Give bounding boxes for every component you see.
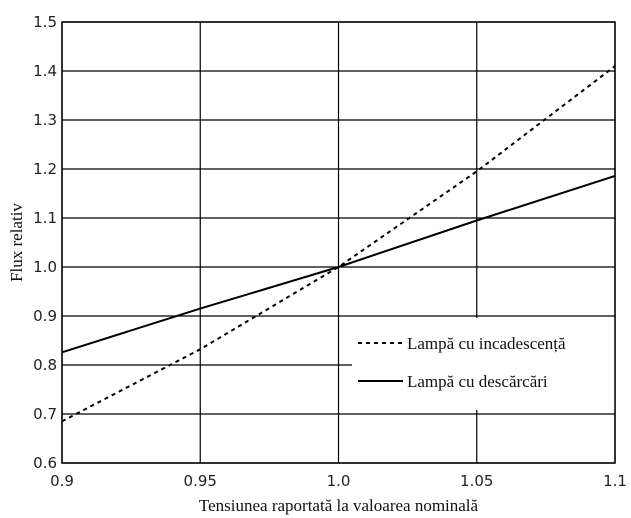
y-tick-label: 1.2 bbox=[33, 160, 57, 178]
y-tick-label: 0.7 bbox=[33, 405, 57, 423]
x-tick-label: 0.95 bbox=[184, 472, 217, 490]
y-tick-label: 1.1 bbox=[33, 209, 57, 227]
legend-label-incandescent: Lampă cu incadescență bbox=[407, 334, 566, 353]
x-axis-label: Tensiunea raportată la valoarea nominală bbox=[199, 496, 479, 515]
legend: Lampă cu incadescență Lampă cu descărcăr… bbox=[358, 334, 566, 391]
y-tick-label: 0.8 bbox=[33, 356, 57, 374]
legend-label-discharge: Lampă cu descărcări bbox=[407, 372, 548, 391]
series-line-1 bbox=[61, 174, 616, 354]
y-tick-label: 1.4 bbox=[33, 62, 57, 80]
y-tick-label: 1.0 bbox=[33, 258, 57, 276]
y-tick-label: 1.5 bbox=[33, 13, 57, 31]
series-lines bbox=[61, 65, 616, 423]
x-tick-label: 1.0 bbox=[327, 472, 351, 490]
y-tick-label: 1.3 bbox=[33, 111, 57, 129]
y-axis-label: Flux relativ bbox=[7, 203, 26, 282]
plot-frame bbox=[61, 21, 616, 464]
x-tick-label: 1.05 bbox=[460, 472, 493, 490]
legend-box bbox=[352, 318, 615, 410]
y-tick-labels: 0.6 0.7 0.8 0.9 1.0 1.1 1.2 1.3 1.4 1.5 bbox=[33, 13, 57, 472]
y-tick-label: 0.6 bbox=[33, 454, 57, 472]
x-tick-label: 0.9 bbox=[50, 472, 74, 490]
x-tick-labels: 0.9 0.95 1.0 1.05 1.1 bbox=[50, 472, 627, 490]
y-tick-label: 0.9 bbox=[33, 307, 57, 325]
x-tick-label: 1.1 bbox=[603, 472, 627, 490]
